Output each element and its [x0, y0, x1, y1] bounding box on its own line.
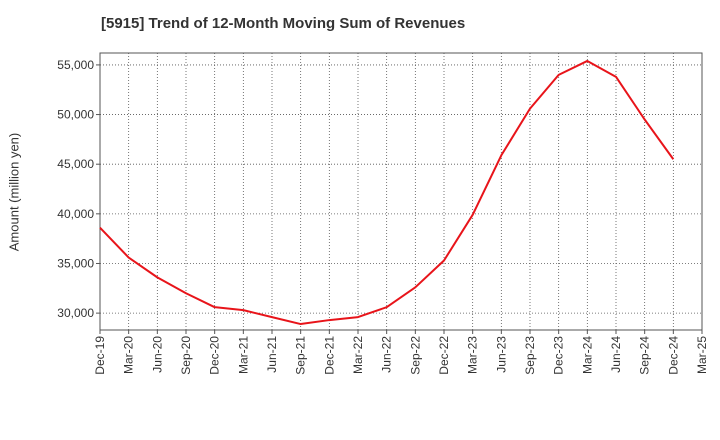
x-tick-label: Dec-23 [552, 336, 566, 375]
plot-area [99, 52, 703, 331]
chart-title: [5915] Trend of 12-Month Moving Sum of R… [101, 15, 466, 32]
x-tick-label: Dec-19 [93, 336, 107, 375]
x-tick-label: Mar-24 [580, 336, 594, 374]
x-tick-label: Mar-21 [236, 336, 250, 374]
y-tick-label: 35,000 [57, 256, 94, 270]
x-tick-label: Jun-24 [609, 336, 623, 373]
x-tick-label: Jun-22 [380, 336, 394, 373]
x-tick-label: Sep-24 [638, 336, 652, 375]
x-tick-label: Sep-23 [523, 336, 537, 375]
x-tick-label: Mar-23 [466, 336, 480, 374]
y-tick-label: 55,000 [57, 58, 94, 72]
x-tick-label: Jun-23 [494, 336, 508, 373]
x-tick-label: Mar-20 [122, 336, 136, 374]
x-tick-label: Dec-24 [666, 336, 680, 375]
x-tick-label: Dec-22 [437, 336, 451, 375]
x-tick-label: Sep-20 [179, 336, 193, 375]
x-tick-label: Sep-21 [294, 336, 308, 375]
x-tick-label: Sep-22 [408, 336, 422, 375]
y-tick-label: 45,000 [57, 157, 94, 171]
x-tick-label: Jun-20 [150, 336, 164, 373]
x-tick-label: Jun-21 [265, 336, 279, 373]
y-tick-label: 30,000 [57, 306, 94, 320]
x-tick-label: Mar-22 [351, 336, 365, 374]
y-tick-label: 40,000 [57, 207, 94, 221]
x-tick-label: Dec-20 [208, 336, 222, 375]
x-tick-label: Mar-25 [695, 336, 709, 374]
y-tick-label: 50,000 [57, 108, 94, 122]
x-tick-label: Dec-21 [322, 336, 336, 375]
